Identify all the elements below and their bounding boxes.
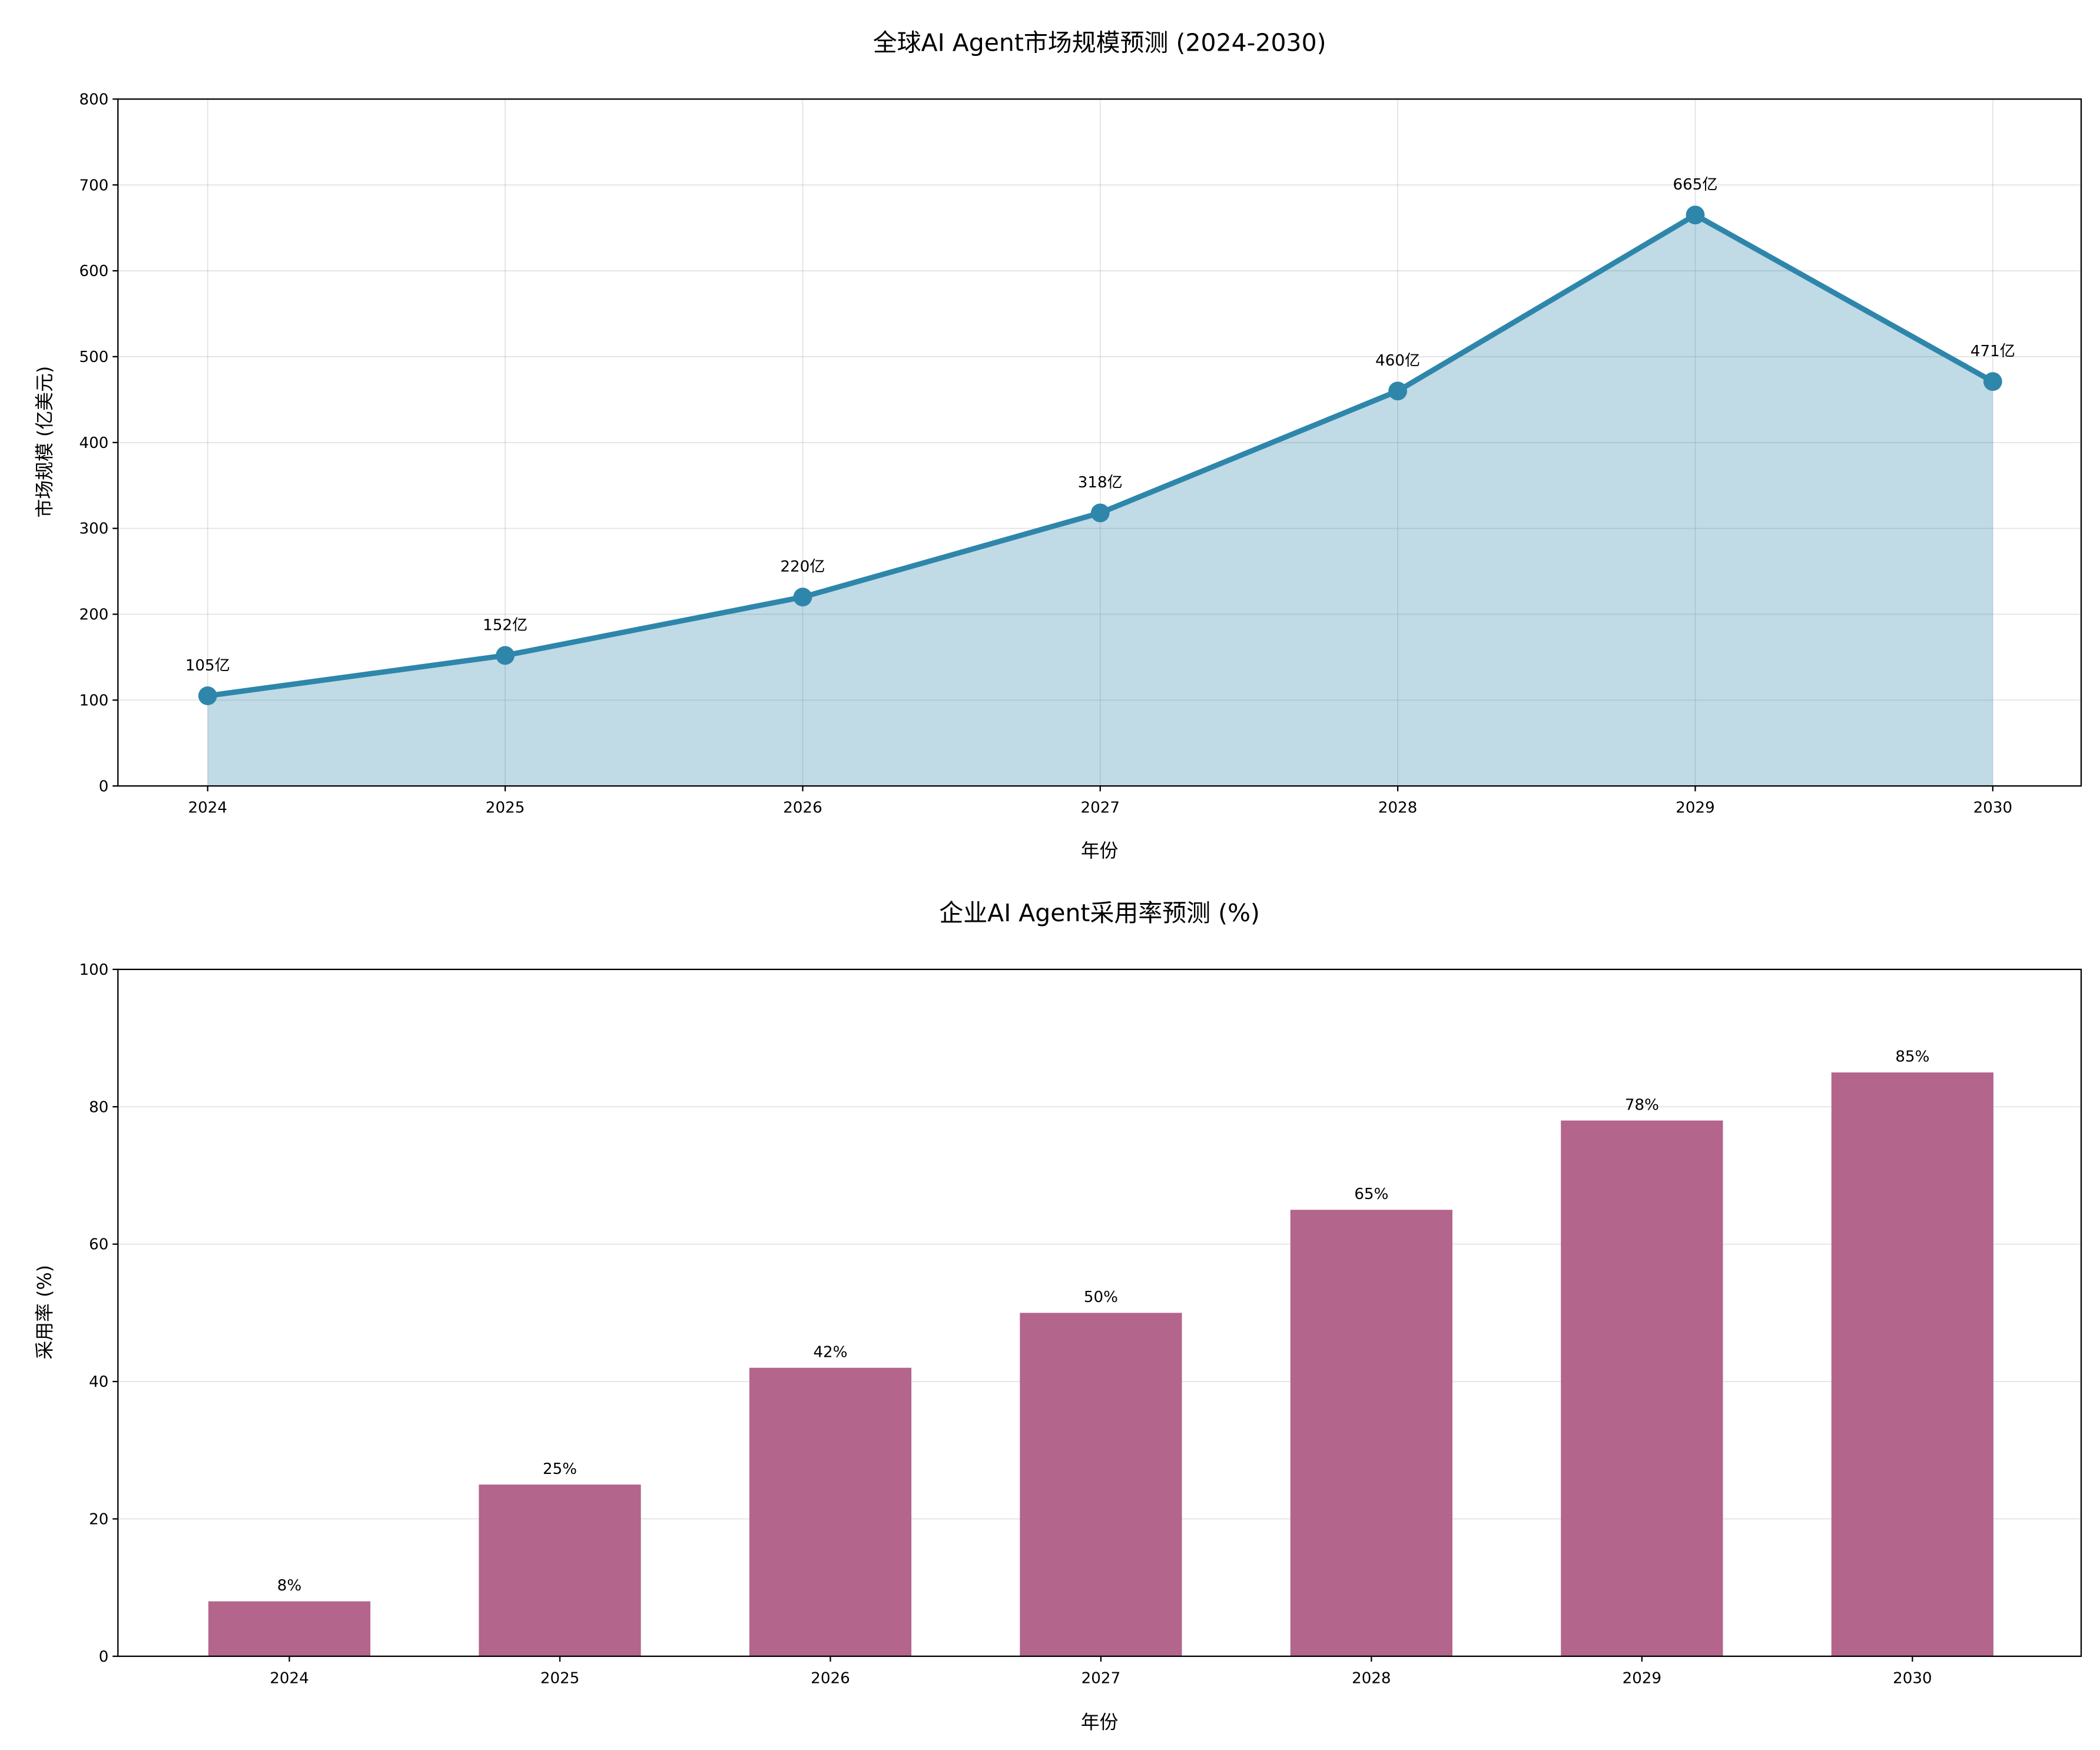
x-tick-label: 2027 (1081, 799, 1120, 817)
chart-title: 企业AI Agent采用率预测 (%) (939, 899, 1260, 927)
data-point (793, 587, 812, 607)
bar (1561, 1120, 1723, 1656)
data-label: 471亿 (1970, 343, 2015, 360)
data-label: 318亿 (1078, 474, 1123, 492)
data-label: 50% (1084, 1289, 1118, 1306)
data-label: 152亿 (483, 616, 528, 634)
data-point (1388, 381, 1408, 401)
bar (479, 1485, 641, 1656)
x-tick-label: 2027 (1081, 1669, 1121, 1687)
x-tick-label: 2030 (1973, 799, 2013, 817)
y-tick-label: 200 (79, 606, 108, 624)
bar (1020, 1313, 1182, 1656)
ticks: 0 100 200 300 400 500 600 700 800 2024 2025 2026 202… (79, 91, 2012, 816)
data-point (1090, 503, 1110, 523)
x-tick-label: 2025 (486, 799, 525, 817)
y-axis-label: 采用率 (%) (34, 1265, 56, 1360)
x-axis-label: 年份 (1081, 839, 1119, 862)
y-tick-label: 100 (79, 692, 108, 709)
ticks: 0 20 40 60 80 100 2024 2025 2026 2027 2028 2029 2030 (79, 961, 1932, 1687)
y-tick-label: 600 (79, 263, 108, 280)
grid (118, 98, 2081, 787)
y-tick-label: 0 (99, 1648, 109, 1666)
x-tick-label: 2028 (1352, 1669, 1391, 1687)
data-label: 220亿 (780, 558, 825, 576)
data-point (1983, 372, 2002, 391)
chart-title: 全球AI Agent市场规模预测 (2024-2030) (873, 28, 1326, 57)
y-tick-label: 800 (79, 91, 108, 108)
data-label: 460亿 (1375, 352, 1420, 370)
y-tick-label: 300 (79, 520, 108, 538)
data-label: 105亿 (185, 657, 230, 675)
market-size-chart: 105亿 152亿 220亿 318亿 460亿 665亿 471亿 0 100 200 300 4… (34, 28, 2082, 862)
bar (1290, 1210, 1453, 1656)
x-tick-label: 2025 (540, 1669, 580, 1687)
y-tick-label: 20 (89, 1510, 108, 1528)
data-points: 105亿 152亿 220亿 318亿 460亿 665亿 471亿 (185, 176, 2015, 706)
y-tick-label: 100 (79, 961, 108, 979)
y-tick-label: 400 (79, 434, 108, 452)
bar (1831, 1072, 1994, 1656)
y-tick-label: 700 (79, 177, 108, 194)
x-tick-label: 2029 (1676, 799, 1715, 817)
y-tick-label: 60 (89, 1236, 108, 1254)
y-tick-label: 40 (89, 1373, 108, 1391)
y-tick-label: 500 (79, 348, 108, 366)
data-point (496, 646, 515, 665)
bar (749, 1367, 912, 1656)
x-tick-label: 2026 (811, 1669, 850, 1687)
axes-frame (117, 968, 2082, 1657)
data-label: 8% (277, 1577, 301, 1595)
x-tick-label: 2024 (270, 1669, 309, 1687)
y-tick-label: 80 (89, 1098, 108, 1116)
y-tick-label: 0 (99, 778, 109, 795)
data-point (1686, 205, 1705, 225)
bars: 8% 25% 42% 50% 65% 78% 85% (208, 1048, 1994, 1656)
data-label: 65% (1354, 1186, 1388, 1203)
x-tick-label: 2029 (1623, 1669, 1662, 1687)
data-label: 25% (543, 1460, 577, 1478)
x-tick-label: 2028 (1378, 799, 1418, 817)
x-axis-label: 年份 (1081, 1711, 1119, 1734)
data-point (198, 686, 217, 706)
x-tick-label: 2024 (188, 799, 227, 817)
bar (208, 1601, 371, 1656)
x-tick-label: 2030 (1893, 1669, 1932, 1687)
data-label: 85% (1895, 1048, 1929, 1066)
x-tick-label: 2026 (783, 799, 822, 817)
data-label: 78% (1625, 1096, 1659, 1114)
adoption-rate-chart: 8% 25% 42% 50% 65% 78% 85% 0 20 40 60 80 100 2024 202… (34, 899, 2082, 1734)
data-label: 665亿 (1673, 176, 1717, 194)
area-fill (207, 215, 1993, 786)
data-label: 42% (813, 1343, 847, 1361)
y-axis-label: 市场规模 (亿美元) (34, 366, 56, 518)
